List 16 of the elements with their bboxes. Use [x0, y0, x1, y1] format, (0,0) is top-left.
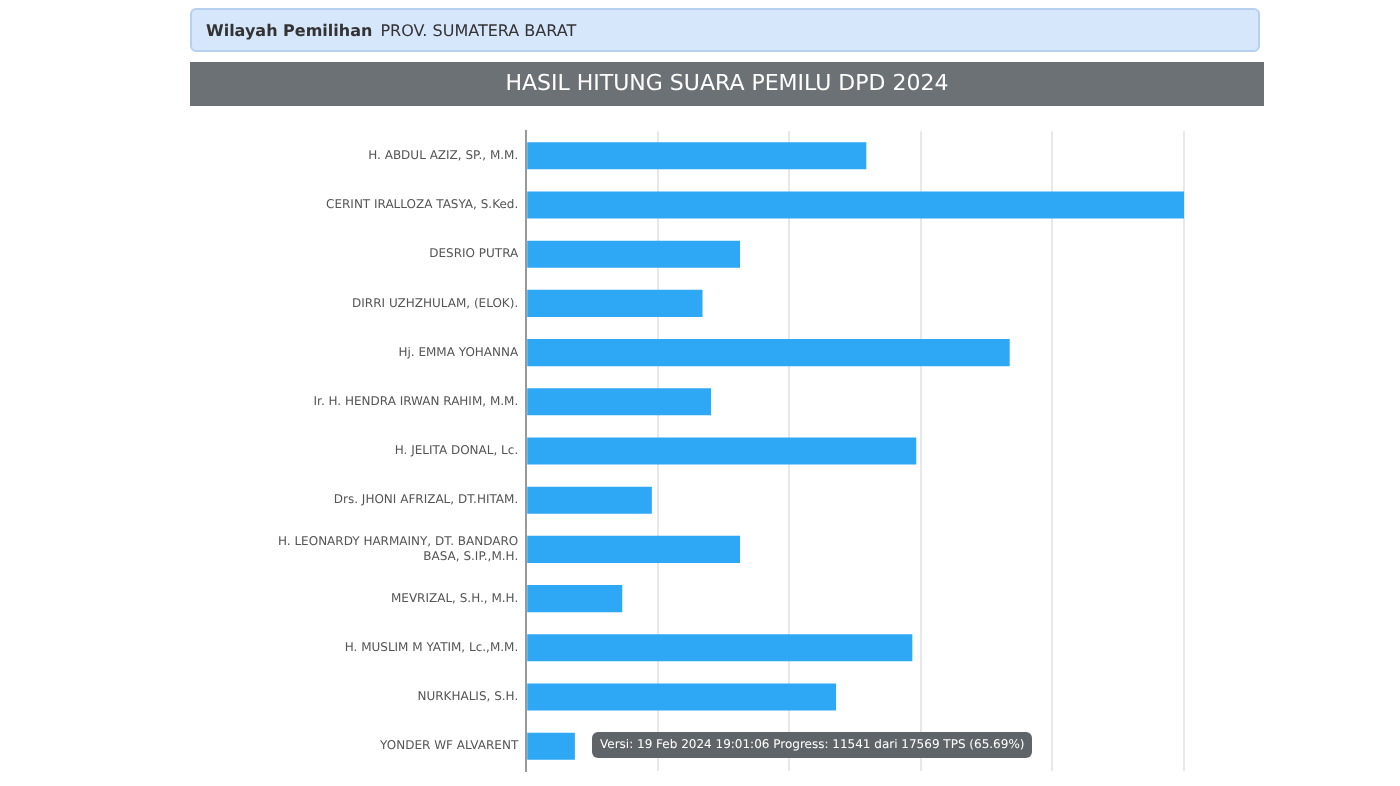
- bar: [527, 732, 575, 760]
- bar: [527, 535, 740, 563]
- bar: [527, 585, 623, 613]
- bar: [527, 339, 1010, 367]
- bar: [527, 142, 867, 170]
- bar: [527, 388, 712, 416]
- bar: [527, 683, 837, 711]
- bar: [527, 240, 740, 268]
- bar: [527, 634, 913, 662]
- bar: [527, 191, 1184, 219]
- bar: [527, 289, 703, 317]
- text: Wilayah Pemilihan: [206, 22, 373, 40]
- bar: [527, 486, 652, 514]
- chart-title: HASIL HITUNG SUARA PEMILU DPD 2024: [190, 62, 1264, 106]
- bar: [527, 437, 917, 465]
- text: PROV. SUMATERA BARAT: [380, 22, 577, 40]
